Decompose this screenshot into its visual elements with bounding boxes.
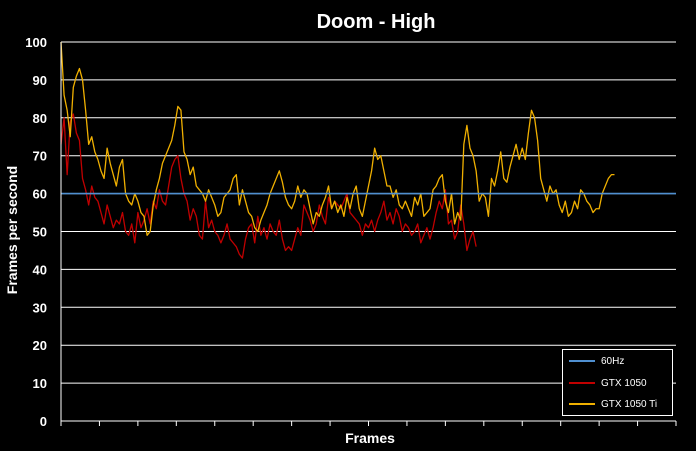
legend-swatch-60hz bbox=[569, 360, 595, 362]
y-tick-label: 100 bbox=[25, 35, 47, 50]
legend-label-60hz: 60Hz bbox=[601, 355, 625, 367]
legend-swatch-gtx-1050-ti bbox=[569, 403, 595, 405]
y-tick-label: 40 bbox=[33, 262, 47, 277]
legend-item-gtx-1050: GTX 1050 bbox=[569, 377, 647, 389]
legend-item-gtx-1050-ti: GTX 1050 Ti bbox=[569, 398, 657, 410]
y-tick-label: 80 bbox=[33, 111, 47, 126]
legend-swatch-gtx-1050 bbox=[569, 382, 595, 384]
chart-title: Doom - High bbox=[317, 11, 436, 33]
y-tick-label: 20 bbox=[33, 338, 47, 353]
y-tick-label: 60 bbox=[33, 187, 47, 202]
y-tick-label: 70 bbox=[33, 149, 47, 164]
x-axis-label: Frames bbox=[345, 430, 395, 446]
gridlines bbox=[61, 41, 676, 384]
y-tick-label: 0 bbox=[40, 414, 47, 429]
x-tick-marks bbox=[60, 421, 677, 426]
axes bbox=[60, 42, 676, 422]
legend-label-gtx-1050: GTX 1050 bbox=[601, 377, 647, 389]
y-axis-label: Frames per second bbox=[4, 166, 20, 294]
series-line-gtx-1050 bbox=[60, 113, 477, 259]
series-line-gtx-1050-ti bbox=[60, 41, 615, 236]
y-tick-label: 90 bbox=[33, 73, 47, 88]
y-tick-label: 30 bbox=[33, 300, 47, 315]
y-tick-label: 50 bbox=[33, 225, 47, 240]
y-tick-labels: 0 10 20 30 40 50 60 70 80 90 100 bbox=[25, 35, 47, 429]
legend-label-gtx-1050-ti: GTX 1050 Ti bbox=[601, 398, 658, 410]
series-layer bbox=[60, 41, 615, 259]
legend-item-60hz: 60Hz bbox=[569, 355, 624, 367]
legend: 60Hz GTX 1050 GTX 1050 Ti bbox=[562, 349, 673, 416]
y-tick-label: 10 bbox=[33, 376, 47, 391]
